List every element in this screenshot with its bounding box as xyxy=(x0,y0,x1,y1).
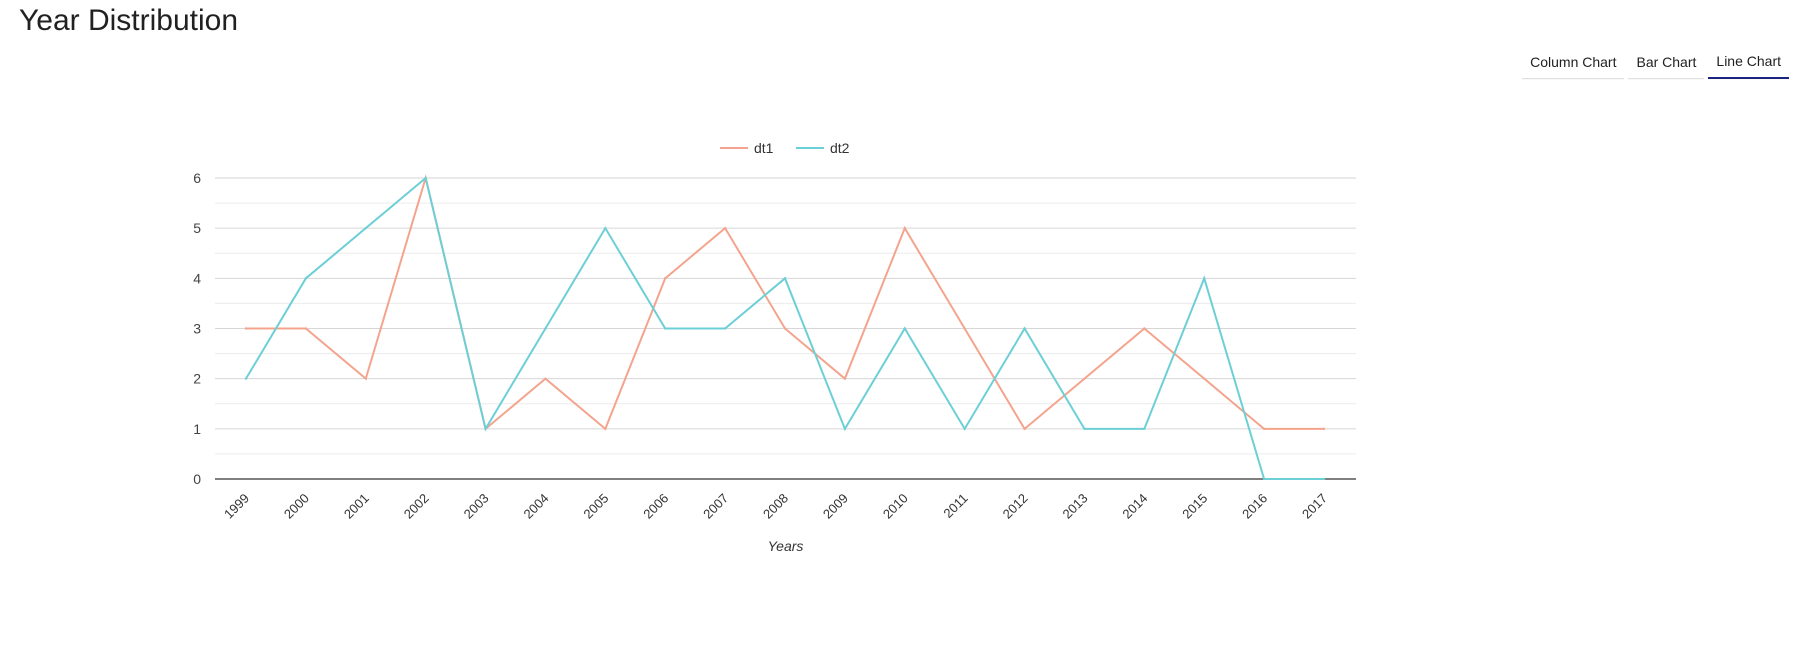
data-point xyxy=(1262,477,1266,481)
data-point xyxy=(304,277,308,280)
x-tick-label: 2017 xyxy=(1299,491,1330,522)
data-point xyxy=(1023,427,1026,431)
data-point xyxy=(1083,427,1086,431)
data-point xyxy=(604,226,607,230)
data-point xyxy=(903,226,906,230)
x-tick-label: 2012 xyxy=(1000,491,1031,522)
x-tick-label: 2006 xyxy=(640,491,671,522)
y-tick-label: 3 xyxy=(193,321,201,337)
y-tick-label: 1 xyxy=(193,421,201,437)
y-tick-label: 2 xyxy=(193,371,201,387)
data-point xyxy=(364,226,367,230)
x-tick-label: 2011 xyxy=(940,491,970,521)
tab-column-chart[interactable]: Column Chart xyxy=(1522,48,1625,79)
data-point xyxy=(544,377,547,380)
x-tick-label: 2004 xyxy=(521,491,552,522)
data-point xyxy=(1143,427,1146,431)
data-point xyxy=(364,377,367,380)
legend-item: dt2 xyxy=(796,140,850,156)
y-tick-label: 4 xyxy=(193,270,201,286)
data-point xyxy=(723,226,727,230)
data-point xyxy=(963,427,966,431)
data-point xyxy=(424,176,427,180)
tab-bar-chart[interactable]: Bar Chart xyxy=(1628,48,1705,79)
data-point xyxy=(723,327,727,330)
data-point xyxy=(1083,377,1086,380)
legend: dt1 dt2 xyxy=(720,140,850,156)
tab-line-chart[interactable]: Line Chart xyxy=(1708,48,1789,79)
chart-container: 0 1 2 3 4 5 6 1999 2000 2001 2002 2003 2004 2005 2006 2… xyxy=(0,140,1803,660)
x-tick-label: 1999 xyxy=(221,491,252,522)
data-point xyxy=(783,277,787,280)
data-point xyxy=(903,327,906,330)
x-tick-label: 2013 xyxy=(1060,491,1091,522)
y-tick-label: 5 xyxy=(193,220,201,236)
data-point xyxy=(1023,327,1026,330)
x-tick-label: 2016 xyxy=(1239,491,1270,522)
data-point xyxy=(843,427,847,431)
data-point xyxy=(1203,377,1206,380)
line-chart: 0 1 2 3 4 5 6 1999 2000 2001 2002 2003 2004 2005 2006 2… xyxy=(193,140,1356,554)
data-point xyxy=(664,327,667,330)
data-point xyxy=(604,427,607,431)
data-point xyxy=(783,327,787,330)
x-tick-label: 2007 xyxy=(700,491,731,522)
x-axis-tick-labels: 1999 2000 2001 2002 2003 2004 2005 2006 2007 2008… xyxy=(221,491,1330,522)
x-tick-label: 2003 xyxy=(461,491,492,522)
data-point xyxy=(843,377,847,380)
x-axis-title: Years xyxy=(768,538,804,554)
data-point xyxy=(244,327,248,330)
legend-item: dt1 xyxy=(720,140,774,156)
x-tick-label: 2005 xyxy=(580,491,611,522)
x-tick-label: 2010 xyxy=(880,491,911,522)
legend-label: dt2 xyxy=(830,140,850,156)
x-tick-label: 2002 xyxy=(401,491,432,522)
series-points-dt1 xyxy=(244,176,1326,431)
y-tick-label: 0 xyxy=(193,471,201,487)
data-point xyxy=(544,327,547,330)
x-tick-label: 2001 xyxy=(341,491,372,522)
data-point xyxy=(963,327,966,330)
page-title: Year Distribution xyxy=(19,4,239,37)
data-point xyxy=(1322,427,1326,431)
chart-type-tabs: Column Chart Bar Chart Line Chart xyxy=(1522,48,1789,79)
x-tick-label: 2008 xyxy=(760,491,791,522)
grid xyxy=(215,177,1356,455)
data-point xyxy=(664,277,667,280)
x-tick-label: 2000 xyxy=(281,491,312,522)
data-point xyxy=(1322,477,1326,481)
x-tick-label: 2009 xyxy=(820,491,851,522)
legend-label: dt1 xyxy=(754,140,774,156)
data-point xyxy=(1203,277,1206,280)
data-point xyxy=(1262,427,1266,431)
y-axis-tick-labels: 0 1 2 3 4 5 6 xyxy=(193,170,201,487)
x-tick-label: 2014 xyxy=(1119,491,1150,522)
data-point xyxy=(484,427,487,431)
y-tick-label: 6 xyxy=(193,170,201,186)
series-points-dt2 xyxy=(244,176,1326,481)
data-point xyxy=(304,327,308,330)
x-tick-label: 2015 xyxy=(1179,491,1210,522)
data-point xyxy=(244,377,248,380)
data-point xyxy=(1143,327,1146,330)
